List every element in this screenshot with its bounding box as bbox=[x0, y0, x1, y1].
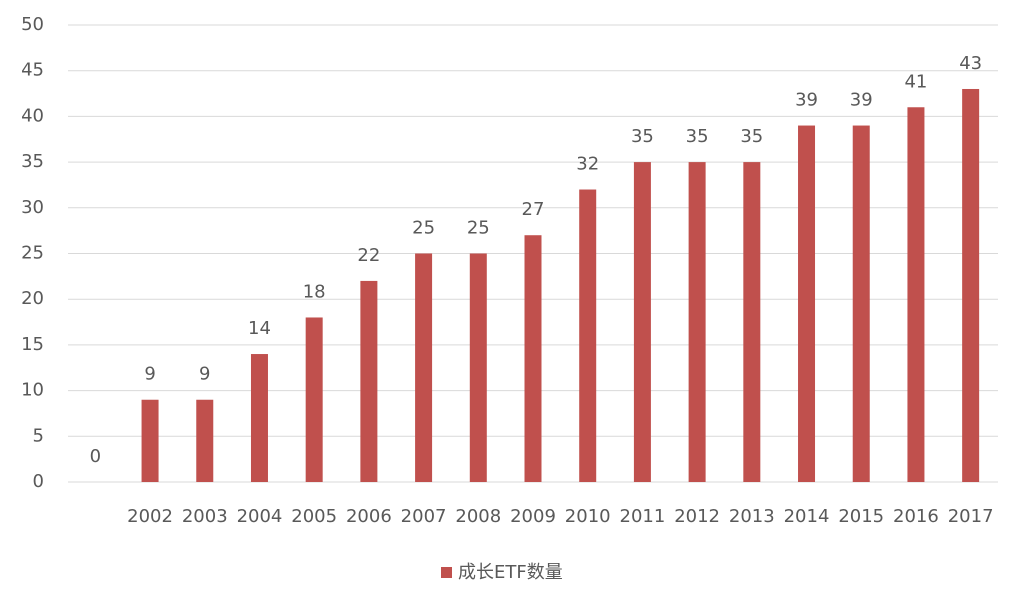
x-tick-label: 2014 bbox=[784, 506, 830, 527]
x-tick-label: 2011 bbox=[620, 506, 666, 527]
bar bbox=[141, 399, 159, 482]
x-tick-label: 2007 bbox=[401, 506, 447, 527]
x-tick-label: 2015 bbox=[838, 506, 884, 527]
x-tick-label: 2006 bbox=[346, 506, 392, 527]
bar bbox=[962, 88, 980, 482]
bar bbox=[743, 162, 761, 482]
x-tick-label: 2016 bbox=[893, 506, 939, 527]
y-tick-label: 30 bbox=[21, 197, 44, 218]
legend-label: 成长ETF数量 bbox=[458, 562, 563, 583]
bar bbox=[907, 107, 925, 482]
x-tick-label: 2002 bbox=[127, 506, 173, 527]
bar bbox=[524, 235, 542, 482]
y-tick-label: 25 bbox=[21, 243, 44, 264]
data-label: 0 bbox=[90, 446, 101, 467]
bar bbox=[688, 162, 706, 482]
legend-swatch bbox=[441, 567, 452, 578]
data-label: 27 bbox=[522, 199, 545, 220]
data-label: 32 bbox=[576, 154, 599, 175]
data-label: 41 bbox=[904, 71, 927, 92]
bar bbox=[633, 162, 651, 482]
y-tick-label: 10 bbox=[21, 380, 44, 401]
y-tick-label: 0 bbox=[33, 471, 44, 492]
data-label: 18 bbox=[303, 281, 326, 302]
bar bbox=[469, 253, 487, 482]
y-tick-label: 5 bbox=[33, 425, 44, 446]
x-tick-label: 2010 bbox=[565, 506, 611, 527]
y-tick-label: 15 bbox=[21, 334, 44, 355]
y-tick-label: 45 bbox=[21, 60, 44, 81]
data-label: 9 bbox=[144, 364, 155, 385]
bar bbox=[579, 189, 597, 482]
data-label: 25 bbox=[412, 218, 435, 239]
data-label: 22 bbox=[357, 245, 380, 266]
data-label: 39 bbox=[850, 90, 873, 111]
bar bbox=[196, 399, 214, 482]
x-tick-label: 2017 bbox=[948, 506, 994, 527]
y-tick-label: 50 bbox=[21, 14, 44, 35]
data-label: 9 bbox=[199, 364, 210, 385]
x-tick-label: 2005 bbox=[291, 506, 337, 527]
bar bbox=[360, 280, 378, 482]
bar bbox=[852, 125, 870, 482]
x-tick-label: 2009 bbox=[510, 506, 556, 527]
y-tick-label: 20 bbox=[21, 288, 44, 309]
x-tick-label: 2012 bbox=[674, 506, 720, 527]
bar bbox=[305, 317, 323, 482]
x-tick-label: 2003 bbox=[182, 506, 228, 527]
data-label: 35 bbox=[740, 126, 763, 147]
data-label: 43 bbox=[959, 53, 982, 74]
data-label: 35 bbox=[631, 126, 654, 147]
x-tick-label: 2008 bbox=[455, 506, 501, 527]
x-tick-label: 2004 bbox=[237, 506, 283, 527]
data-label: 25 bbox=[467, 218, 490, 239]
y-tick-label: 40 bbox=[21, 105, 44, 126]
data-label: 35 bbox=[686, 126, 709, 147]
bar bbox=[415, 253, 433, 482]
bar bbox=[798, 125, 816, 482]
data-label: 14 bbox=[248, 318, 271, 339]
x-tick-label: 2013 bbox=[729, 506, 775, 527]
bar bbox=[250, 354, 268, 482]
data-label: 39 bbox=[795, 90, 818, 111]
y-tick-label: 35 bbox=[21, 151, 44, 172]
